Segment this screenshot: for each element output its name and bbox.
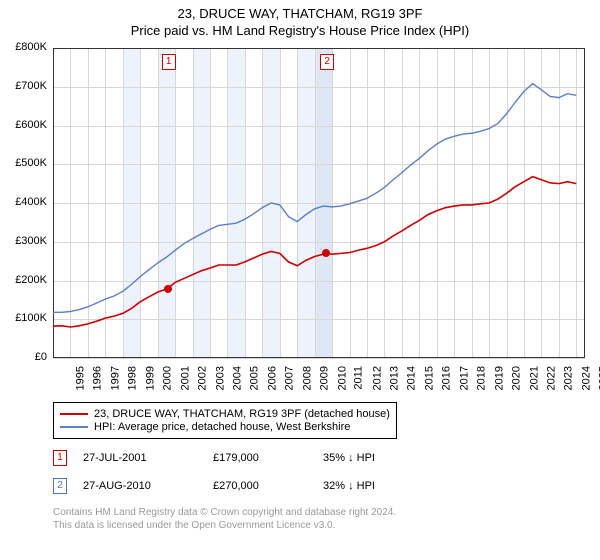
legend-label: 23, DRUCE WAY, THATCHAM, RG19 3PF (detac… bbox=[94, 408, 390, 420]
x-axis-label: 2010 bbox=[336, 366, 348, 390]
x-axis-label: 1995 bbox=[74, 366, 86, 390]
x-axis-label: 2019 bbox=[493, 366, 505, 390]
sale-date: 27-JUL-2001 bbox=[83, 452, 213, 464]
x-axis-label: 2023 bbox=[563, 366, 575, 390]
chart-svg bbox=[53, 48, 585, 358]
x-axis-label: 2003 bbox=[214, 366, 226, 390]
chart-marker: 2 bbox=[320, 54, 334, 70]
footer-line-1: Contains HM Land Registry data © Crown c… bbox=[53, 506, 396, 519]
sale-delta: 32% ↓ HPI bbox=[323, 480, 443, 492]
x-axis-label: 2007 bbox=[284, 366, 296, 390]
x-axis-label: 2021 bbox=[528, 366, 540, 390]
y-axis-label: £400K bbox=[3, 196, 47, 208]
x-axis-label: 2017 bbox=[458, 366, 470, 390]
x-axis-label: 2008 bbox=[301, 366, 313, 390]
series-price_paid bbox=[53, 177, 576, 327]
sale-point bbox=[164, 285, 172, 293]
sale-price: £270,000 bbox=[213, 480, 323, 492]
x-axis-label: 2018 bbox=[476, 366, 488, 390]
y-axis-label: £200K bbox=[3, 274, 47, 286]
series-hpi bbox=[53, 84, 576, 313]
chart-marker: 1 bbox=[162, 54, 176, 70]
sale-date: 27-AUG-2010 bbox=[83, 480, 213, 492]
x-axis-label: 2013 bbox=[388, 366, 400, 390]
x-axis-label: 2000 bbox=[162, 366, 174, 390]
legend: 23, DRUCE WAY, THATCHAM, RG19 3PF (detac… bbox=[53, 402, 397, 439]
sale-delta: 35% ↓ HPI bbox=[323, 452, 443, 464]
sale-price: £179,000 bbox=[213, 452, 323, 464]
y-axis-label: £700K bbox=[3, 80, 47, 92]
y-axis-label: £100K bbox=[3, 312, 47, 324]
x-axis-label: 2002 bbox=[197, 366, 209, 390]
x-axis-label: 2020 bbox=[511, 366, 523, 390]
page-title: 23, DRUCE WAY, THATCHAM, RG19 3PF bbox=[0, 0, 600, 21]
x-axis-label: 2024 bbox=[580, 366, 592, 390]
y-axis-label: £300K bbox=[3, 235, 47, 247]
x-axis-label: 2015 bbox=[423, 366, 435, 390]
legend-item: 23, DRUCE WAY, THATCHAM, RG19 3PF (detac… bbox=[60, 408, 390, 420]
x-axis-label: 2012 bbox=[371, 366, 383, 390]
sale-marker: 2 bbox=[53, 478, 67, 494]
x-axis-label: 1999 bbox=[144, 366, 156, 390]
x-axis-label: 2016 bbox=[441, 366, 453, 390]
sale-marker: 1 bbox=[53, 450, 67, 466]
x-axis-label: 2005 bbox=[249, 366, 261, 390]
x-axis-label: 2006 bbox=[266, 366, 278, 390]
legend-swatch bbox=[60, 413, 88, 415]
sale-row: 2 27-AUG-2010£270,00032% ↓ HPI bbox=[53, 478, 443, 494]
y-axis-label: £500K bbox=[3, 157, 47, 169]
y-axis-label: £0 bbox=[3, 351, 47, 363]
footer-attribution: Contains HM Land Registry data © Crown c… bbox=[53, 506, 396, 532]
legend-item: HPI: Average price, detached house, West… bbox=[60, 421, 390, 433]
legend-label: HPI: Average price, detached house, West… bbox=[94, 421, 350, 433]
sale-point bbox=[322, 249, 330, 257]
x-axis-label: 1997 bbox=[109, 366, 121, 390]
x-axis-label: 1996 bbox=[92, 366, 104, 390]
footer-line-2: This data is licensed under the Open Gov… bbox=[53, 519, 396, 532]
chart-plot-area: 12 bbox=[53, 48, 585, 358]
x-axis-label: 2022 bbox=[545, 366, 557, 390]
x-axis-label: 2009 bbox=[319, 366, 331, 390]
page-subtitle: Price paid vs. HM Land Registry's House … bbox=[0, 23, 600, 38]
x-axis-label: 2014 bbox=[406, 366, 418, 390]
x-axis-label: 1998 bbox=[127, 366, 139, 390]
sale-row: 1 27-JUL-2001£179,00035% ↓ HPI bbox=[53, 450, 443, 466]
x-axis-label: 2001 bbox=[179, 366, 191, 390]
gridline-h bbox=[53, 358, 585, 359]
y-axis-label: £600K bbox=[3, 119, 47, 131]
legend-swatch bbox=[60, 426, 88, 428]
x-axis-label: 2011 bbox=[353, 366, 365, 390]
x-axis-label: 2004 bbox=[231, 366, 243, 390]
y-axis-label: £800K bbox=[3, 41, 47, 53]
